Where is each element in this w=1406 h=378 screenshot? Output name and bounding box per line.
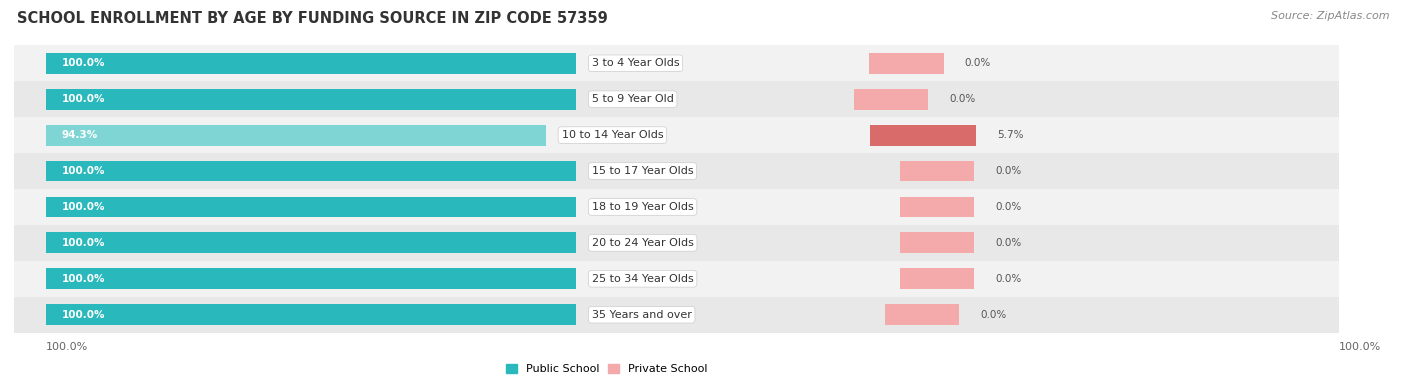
Bar (0, 261, 1339, 297)
Text: 100.0%: 100.0% (62, 274, 105, 284)
Bar (900, 232, 974, 253)
Text: 0.0%: 0.0% (995, 238, 1022, 248)
Text: 25 to 34 Year Olds: 25 to 34 Year Olds (592, 274, 693, 284)
Bar (0, 153, 1339, 189)
Text: 94.3%: 94.3% (62, 130, 98, 140)
Bar (900, 197, 974, 217)
Bar (870, 125, 976, 146)
Text: 20 to 24 Year Olds: 20 to 24 Year Olds (592, 238, 693, 248)
Text: 0.0%: 0.0% (995, 274, 1022, 284)
Bar (884, 304, 959, 325)
Text: 100.0%: 100.0% (62, 58, 105, 68)
Legend: Public School, Private School: Public School, Private School (501, 360, 711, 378)
Text: 100.0%: 100.0% (1339, 342, 1381, 352)
Bar (46, 268, 576, 289)
Bar (869, 53, 943, 74)
Bar (46, 161, 576, 181)
Bar (0, 297, 1339, 333)
Bar (0, 81, 1339, 117)
Text: 100.0%: 100.0% (46, 342, 89, 352)
Text: 35 Years and over: 35 Years and over (592, 310, 692, 320)
Bar (853, 89, 928, 110)
Bar (900, 161, 974, 181)
Text: 0.0%: 0.0% (980, 310, 1007, 320)
Text: 0.0%: 0.0% (949, 94, 976, 104)
Text: Source: ZipAtlas.com: Source: ZipAtlas.com (1271, 11, 1389, 21)
Bar (0, 117, 1339, 153)
Text: 5 to 9 Year Old: 5 to 9 Year Old (592, 94, 673, 104)
Bar (46, 89, 576, 110)
Text: 100.0%: 100.0% (62, 310, 105, 320)
Text: 5.7%: 5.7% (997, 130, 1024, 140)
Text: 100.0%: 100.0% (62, 202, 105, 212)
Text: SCHOOL ENROLLMENT BY AGE BY FUNDING SOURCE IN ZIP CODE 57359: SCHOOL ENROLLMENT BY AGE BY FUNDING SOUR… (17, 11, 607, 26)
Text: 15 to 17 Year Olds: 15 to 17 Year Olds (592, 166, 693, 176)
Bar (46, 197, 576, 217)
Text: 0.0%: 0.0% (965, 58, 991, 68)
Text: 10 to 14 Year Olds: 10 to 14 Year Olds (561, 130, 664, 140)
Text: 100.0%: 100.0% (62, 94, 105, 104)
Bar (46, 304, 576, 325)
Bar (46, 53, 576, 74)
Bar (0, 189, 1339, 225)
Text: 0.0%: 0.0% (995, 166, 1022, 176)
Text: 100.0%: 100.0% (62, 166, 105, 176)
Text: 3 to 4 Year Olds: 3 to 4 Year Olds (592, 58, 679, 68)
Bar (46, 232, 576, 253)
Bar (46, 125, 546, 146)
Text: 18 to 19 Year Olds: 18 to 19 Year Olds (592, 202, 693, 212)
Bar (900, 268, 974, 289)
Bar (0, 225, 1339, 261)
Text: 100.0%: 100.0% (62, 238, 105, 248)
Bar (0, 45, 1339, 81)
Text: 0.0%: 0.0% (995, 202, 1022, 212)
